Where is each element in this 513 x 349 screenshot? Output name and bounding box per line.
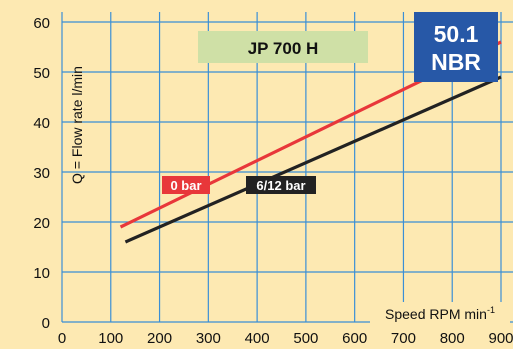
x-axis-label-box (370, 302, 510, 324)
x-tick-label-5: 500 (293, 330, 318, 347)
x-tick-label-2: 200 (147, 330, 172, 347)
x-axis-label-text: Speed RPM min (385, 306, 487, 322)
y-tick-label-5: 50 (33, 65, 50, 82)
x-tick-label-9: 900 (488, 330, 513, 347)
y-tick-label-2: 20 (33, 215, 50, 232)
material-badge (414, 12, 498, 82)
x-tick-label-6: 600 (342, 330, 367, 347)
series-label-0bar: 0 bar (170, 178, 201, 193)
y-tick-label-4: 40 (33, 115, 50, 132)
series-label-6-12bar: 6/12 bar (256, 178, 305, 193)
x-axis-label-superscript: -1 (487, 305, 495, 315)
series-label-box-0bar (162, 176, 210, 194)
x-tick-label-0: 0 (58, 330, 66, 347)
x-tick-label-1: 100 (98, 330, 123, 347)
badge-line-2: NBR (431, 49, 481, 75)
y-tick-label-0: 0 (42, 315, 50, 332)
x-axis-label: Speed RPM min-1 (385, 305, 495, 322)
x-tick-label-7: 700 (391, 330, 416, 347)
y-tick-label-1: 10 (33, 265, 50, 282)
badge-line-1: 50.1 (434, 21, 479, 47)
y-tick-label-3: 30 (33, 165, 50, 182)
tick-labels: 0 100 200 300 400 500 600 700 800 900 0 10 20 30 40 50 6… (33, 15, 513, 347)
x-tick-label-3: 300 (196, 330, 221, 347)
y-tick-label-6: 60 (33, 15, 50, 32)
chart-title: JP 700 H (248, 39, 319, 58)
title-box (198, 31, 368, 63)
x-tick-label-8: 800 (440, 330, 465, 347)
x-tick-label-4: 400 (245, 330, 270, 347)
series-label-box-6-12bar (246, 176, 316, 194)
y-axis-label: Q = Flow rate l/min (69, 66, 85, 184)
series-line-1 (124, 75, 502, 244)
